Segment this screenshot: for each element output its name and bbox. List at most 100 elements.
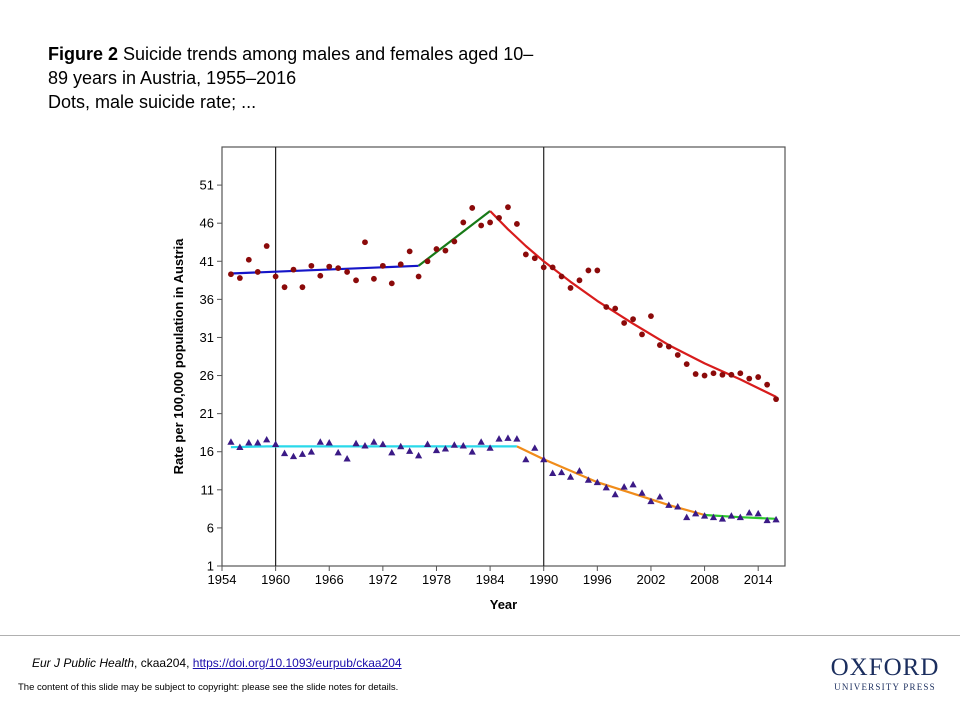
female-data-point [709,513,718,521]
female-data-point [620,483,628,490]
female-data-point [343,454,351,462]
y-tick-label: 36 [200,292,214,307]
x-tick-label: 1954 [208,572,237,587]
female-data-point [227,438,235,445]
female-data-point [540,455,548,463]
x-tick-label: 1966 [315,572,344,587]
male-data-point [388,280,395,287]
male-data-point [263,243,270,249]
female-data-point [423,440,432,447]
male-data-point [290,266,297,273]
figure-label: Figure 2 [48,44,119,64]
male-data-point [442,247,449,254]
article-id: , ckaa204, [134,656,193,670]
female-data-point [370,438,378,445]
y-tick-label: 31 [200,330,214,345]
male-data-point [344,269,351,275]
female-data-point [638,489,646,496]
x-tick-label: 1960 [261,572,290,587]
male-data-point [469,205,476,211]
male-data-point [665,343,672,350]
female-data-point [379,440,387,447]
caption-line-2: 89 years in Austria, 1955–2016 [48,68,297,88]
y-tick-label: 1 [207,559,214,574]
female-data-point [718,515,727,522]
female-data-point [602,483,610,491]
publisher-subname: UNIVERSITY PRESS [834,682,936,692]
caption-line-3: Dots, male suicide rate; ... [48,92,257,112]
female-data-point [611,490,619,498]
male-data-point [576,277,583,284]
female-data-point [236,443,244,451]
female-data-point [254,438,262,446]
doi-link[interactable]: https://doi.org/10.1093/eurpub/ckaa204 [192,656,402,670]
journal-name: Eur J Public Health [32,656,135,670]
female-data-point [566,473,575,480]
male-data-point [728,371,735,378]
male-data-point [764,381,771,388]
male-data-point [701,372,708,379]
male-data-point [567,285,574,291]
male-data-point [317,272,324,279]
male-data-point [621,320,628,326]
female-data-point [280,449,289,457]
citation: Eur J Public Health, ckaa204, https://do… [32,656,402,670]
x-tick-label: 1996 [583,572,612,587]
male-data-point [281,284,288,291]
male-data-point [245,256,252,263]
male-data-point [496,214,502,221]
trend-line-2 [417,210,491,267]
trend-line-4 [230,445,517,449]
female-data-point [307,448,315,455]
female-data-point [415,451,423,459]
male-data-point [379,262,386,269]
female-data-point [334,448,342,456]
female-data-point [656,493,664,500]
footer-divider [0,635,960,636]
male-data-point [746,375,753,382]
male-data-point [639,331,645,338]
y-tick-label: 11 [201,482,215,497]
male-data-point [773,396,779,403]
male-data-point [326,263,333,270]
female-data-point [531,444,539,451]
female-data-point [674,502,682,510]
female-data-point [325,438,333,446]
male-data-point [371,275,377,282]
female-data-point [629,480,637,488]
female-data-point [763,516,771,524]
male-data-point [478,222,485,229]
x-tick-label: 1972 [368,572,397,587]
suicide-trends-chart: 1954 1960 1966 1972 1978 1984 1990 1996 2002 2008… [171,146,786,612]
female-data-point [245,438,253,446]
x-tick-label: 2008 [690,572,719,587]
y-tick-label: 51 [200,178,214,193]
male-data-point [603,304,610,310]
female-data-point [772,515,780,523]
female-data-point [441,445,450,452]
female-data-point [298,450,307,457]
male-data-point [299,284,306,291]
male-data-point [594,267,601,274]
male-data-point [692,371,699,377]
female-data-point [263,435,271,443]
plot-frame [221,146,786,567]
male-data-point [254,269,261,275]
copyright-note: The content of this slide may be subject… [18,682,399,693]
x-tick-label: 1984 [476,572,505,587]
male-data-point [585,267,592,274]
female-data-point [700,512,709,519]
male-data-point [674,352,681,358]
female-data-point [522,455,530,463]
female-data-point [289,452,298,460]
female-data-point [468,448,476,455]
male-data-point [415,273,422,280]
male-data-point [683,361,690,368]
y-tick-label: 41 [200,254,214,269]
male-data-point [656,342,663,348]
female-data-point [513,435,521,442]
male-data-point [406,248,413,255]
female-data-point [736,513,744,521]
male-data-point [397,261,404,268]
female-data-point [361,442,369,449]
